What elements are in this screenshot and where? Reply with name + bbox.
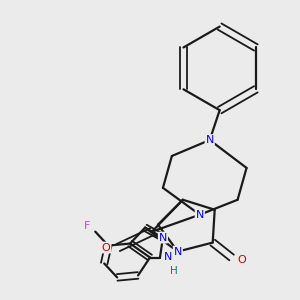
Text: N: N bbox=[164, 253, 172, 262]
Text: N: N bbox=[174, 247, 182, 256]
Text: H: H bbox=[170, 266, 178, 276]
Text: N: N bbox=[206, 135, 214, 145]
Text: N: N bbox=[196, 210, 204, 220]
Text: O: O bbox=[102, 242, 111, 253]
Text: O: O bbox=[237, 256, 246, 266]
Text: F: F bbox=[84, 220, 91, 231]
Text: N: N bbox=[159, 232, 167, 243]
